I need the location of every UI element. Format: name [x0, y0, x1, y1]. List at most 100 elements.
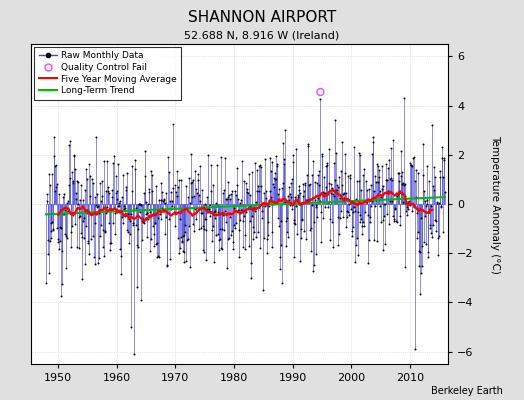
- Point: [82, 166, 91, 172]
- Point: [313, 214, 322, 220]
- Point: [54, 191, 63, 198]
- Point: [270, 184, 279, 190]
- Point: [298, 217, 307, 223]
- Point: [46, 182, 54, 188]
- Point: [339, 190, 347, 197]
- Point: [288, 176, 296, 182]
- Point: [66, 138, 74, 144]
- Point: [265, 203, 273, 209]
- Point: [239, 213, 248, 220]
- Point: [429, 221, 438, 228]
- Point: [272, 176, 280, 182]
- Point: [213, 202, 222, 209]
- Point: [126, 218, 134, 224]
- Point: [319, 189, 328, 195]
- Point: [322, 162, 330, 169]
- Point: [420, 213, 429, 219]
- Point: [127, 163, 136, 170]
- Point: [114, 161, 122, 168]
- Point: [140, 220, 149, 226]
- Point: [223, 265, 231, 272]
- Point: [151, 220, 159, 226]
- Point: [170, 205, 178, 211]
- Point: [135, 206, 144, 213]
- Point: [283, 215, 291, 221]
- Point: [102, 188, 111, 194]
- Point: [261, 156, 269, 162]
- Point: [135, 200, 143, 207]
- Point: [319, 215, 327, 221]
- Point: [388, 198, 396, 204]
- Point: [238, 206, 246, 213]
- Point: [111, 173, 119, 179]
- Point: [152, 241, 160, 247]
- Point: [436, 204, 445, 210]
- Point: [299, 192, 307, 199]
- Point: [75, 213, 84, 219]
- Point: [119, 203, 128, 209]
- Point: [191, 206, 199, 212]
- Point: [157, 180, 166, 186]
- Point: [271, 170, 279, 176]
- Point: [75, 214, 83, 220]
- Point: [144, 216, 152, 222]
- Point: [342, 190, 351, 196]
- Point: [136, 209, 145, 216]
- Point: [433, 200, 441, 207]
- Point: [152, 240, 161, 246]
- Point: [161, 231, 169, 238]
- Point: [187, 150, 195, 157]
- Point: [199, 223, 207, 230]
- Point: [68, 169, 76, 176]
- Point: [386, 176, 394, 182]
- Point: [187, 180, 195, 186]
- Point: [235, 254, 243, 260]
- Point: [111, 230, 119, 237]
- Point: [306, 226, 314, 233]
- Point: [396, 148, 405, 154]
- Point: [368, 151, 376, 157]
- Point: [42, 190, 51, 197]
- Point: [417, 215, 425, 221]
- Point: [71, 166, 79, 172]
- Point: [131, 157, 139, 164]
- Point: [345, 200, 354, 207]
- Point: [227, 232, 236, 238]
- Point: [188, 179, 196, 185]
- Point: [166, 256, 174, 263]
- Point: [390, 206, 399, 212]
- Point: [241, 232, 249, 239]
- Point: [162, 190, 171, 196]
- Point: [57, 225, 65, 231]
- Point: [409, 201, 418, 207]
- Point: [352, 242, 361, 248]
- Point: [435, 233, 443, 239]
- Point: [287, 180, 295, 186]
- Point: [97, 177, 106, 184]
- Point: [399, 198, 407, 205]
- Point: [368, 139, 377, 145]
- Point: [287, 193, 295, 200]
- Point: [45, 171, 53, 177]
- Point: [341, 170, 350, 176]
- Point: [307, 248, 315, 254]
- Point: [102, 210, 110, 217]
- Point: [112, 190, 120, 196]
- Point: [226, 214, 234, 220]
- Point: [393, 193, 401, 200]
- Point: [390, 218, 398, 224]
- Point: [346, 175, 354, 181]
- Point: [303, 142, 312, 149]
- Point: [214, 230, 222, 237]
- Point: [222, 196, 231, 202]
- Point: [52, 184, 60, 190]
- Point: [408, 163, 417, 169]
- Point: [312, 250, 321, 257]
- Point: [335, 174, 344, 181]
- Point: [228, 188, 236, 194]
- Point: [48, 219, 57, 225]
- Point: [189, 177, 197, 183]
- Point: [108, 220, 117, 226]
- Point: [342, 224, 350, 230]
- Point: [358, 222, 366, 229]
